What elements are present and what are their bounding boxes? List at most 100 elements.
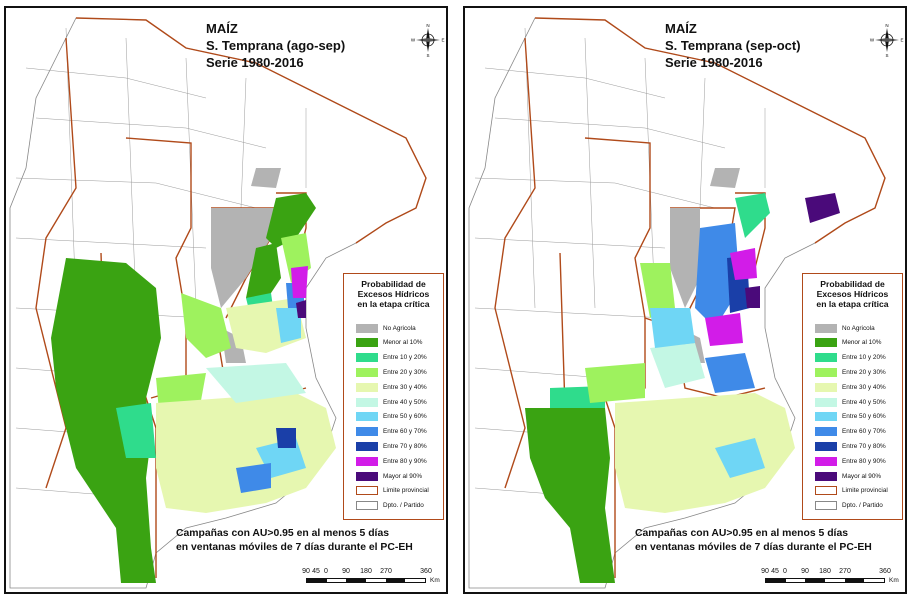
map-title: MAÍZ S. Temprana (ago-sep) Serie 1980-20… [206, 20, 345, 71]
compass-w: W [411, 38, 416, 43]
legend-label: Entre 60 y 70% [842, 428, 886, 436]
scale-labels: 90 45 0 90 180 270 360 [302, 568, 446, 578]
legend-label: Entre 20 y 30% [383, 368, 427, 376]
title-crop: MAÍZ [665, 21, 697, 36]
caption-line-1: Campañas con AU>0.95 en al menos 5 días [635, 528, 848, 539]
legend-swatch [815, 353, 837, 363]
legend-swatch [356, 486, 378, 496]
legend-label: Entre 80 y 90% [842, 457, 886, 465]
legend-item: Entre 50 y 60% [356, 411, 427, 423]
zone-80-90 [291, 266, 308, 298]
legend-label: Dpto. / Partido [383, 502, 424, 510]
compass-n: N [426, 23, 429, 28]
legend-item: Entre 80 y 90% [356, 455, 427, 467]
legend-title: Probabilidad de Excesos Hídricos en la e… [803, 279, 902, 309]
zone-30-40 [615, 393, 795, 513]
legend-item: Entre 40 y 50% [815, 396, 886, 408]
legend-swatch [815, 382, 837, 392]
legend-item: Entre 50 y 60% [815, 411, 886, 423]
compass-e: E [900, 38, 903, 43]
legend-item: Menor al 10% [815, 337, 881, 349]
legend-item: Entre 30 y 40% [356, 381, 427, 393]
compass-w: W [870, 38, 875, 43]
scale-tick-label: 360 [420, 568, 432, 575]
legend-swatch [356, 412, 378, 422]
zone-50-60 [650, 308, 765, 478]
legend-label: Mayor al 90% [842, 472, 882, 480]
scale-tick-label: 180 [819, 568, 831, 575]
legend-item: Entre 40 y 50% [356, 396, 427, 408]
scale-labels: 90 45 0 90 180 270 360 [761, 568, 905, 578]
legend-swatch [356, 382, 378, 392]
zone-40-50 [206, 363, 306, 403]
legend-label: No Agricola [842, 324, 875, 332]
zone-menor-10 [525, 408, 615, 583]
legend-item: Menor al 10% [356, 337, 422, 349]
legend-item: Limite provincial [356, 485, 429, 497]
legend-title: Probabilidad de Excesos Hídricos en la e… [344, 279, 443, 309]
legend-swatch [815, 412, 837, 422]
legend-swatch [815, 427, 837, 437]
legend-swatch [815, 397, 837, 407]
scale-tick-label: 90 [302, 568, 310, 575]
zone-60-70 [695, 223, 755, 393]
legend-label: Entre 80 y 90% [383, 457, 427, 465]
legend-swatch [356, 338, 378, 348]
scale-tick-label: 90 [342, 568, 350, 575]
legend-swatch [815, 323, 837, 333]
zone-mayor-90 [296, 300, 306, 318]
title-season: S. Temprana (ago-sep) [206, 38, 346, 53]
legend-swatch [815, 441, 837, 451]
legend-label: Entre 50 y 60% [383, 413, 427, 421]
legend-label: Entre 70 y 80% [383, 442, 427, 450]
scale-bar: 90 45 0 90 180 270 360 Km [761, 568, 905, 592]
legend-title-line-3: en la etapa crítica [357, 299, 430, 309]
scale-bar-segments [306, 578, 426, 583]
compass-rose-icon: N S E W [870, 23, 904, 58]
legend-label: Entre 40 y 50% [383, 398, 427, 406]
map-panel-right: MAÍZ S. Temprana (sep-oct) Serie 1980-20… [463, 6, 907, 594]
legend-label: Limite provincial [842, 487, 888, 495]
legend-label: Entre 60 y 70% [383, 428, 427, 436]
legend-label: No Agricola [383, 324, 416, 332]
zone-20-30 [585, 263, 675, 403]
legend-swatch [815, 456, 837, 466]
scale-bar-segments [765, 578, 885, 583]
caption-line-2: en ventanas móviles de 7 días durante el… [635, 542, 872, 553]
title-series: Serie 1980-2016 [206, 55, 304, 70]
legend-swatch [356, 397, 378, 407]
legend-title-line-2: Excesos Hídricos [816, 289, 889, 299]
legend-item: Entre 70 y 80% [356, 440, 427, 452]
legend-swatch [356, 441, 378, 451]
legend-label: Entre 10 y 20% [383, 354, 427, 362]
legend-title-line-2: Excesos Hídricos [357, 289, 430, 299]
legend-label: Entre 50 y 60% [842, 413, 886, 421]
legend-title-line-3: en la etapa crítica [816, 299, 889, 309]
legend-swatch [815, 501, 837, 511]
scale-tick-label: 180 [360, 568, 372, 575]
legend-label: Menor al 10% [383, 339, 423, 347]
scale-tick-label: 90 [801, 568, 809, 575]
scale-tick-label: 270 [839, 568, 851, 575]
legend: Probabilidad de Excesos Hídricos en la e… [343, 273, 444, 520]
caption-line-2: en ventanas móviles de 7 días durante el… [176, 542, 413, 553]
legend: Probabilidad de Excesos Hídricos en la e… [802, 273, 903, 520]
legend-swatch [356, 471, 378, 481]
compass-n: N [885, 23, 888, 28]
legend-swatch [356, 456, 378, 466]
legend-swatch [356, 501, 378, 511]
zone-menor-10 [51, 193, 316, 583]
legend-swatch [356, 367, 378, 377]
legend-label: Entre 70 y 80% [842, 442, 886, 450]
zone-40-50 [650, 343, 705, 388]
legend-item: Limite provincial [815, 485, 888, 497]
compass-s: S [426, 53, 429, 58]
legend-swatch [815, 338, 837, 348]
title-series: Serie 1980-2016 [665, 55, 763, 70]
legend-item: Dpto. / Partido [815, 500, 883, 512]
legend-swatch [356, 427, 378, 437]
scale-bar: 90 45 0 90 180 270 360 Km [302, 568, 446, 592]
legend-label: Entre 30 y 40% [842, 383, 886, 391]
scale-tick-label: 45 [312, 568, 320, 575]
legend-item: Entre 80 y 90% [815, 455, 886, 467]
